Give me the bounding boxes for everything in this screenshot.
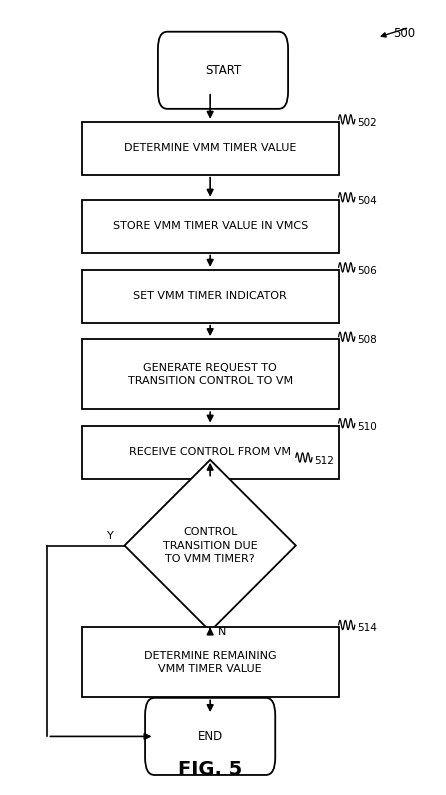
Bar (82, 339, 339, 409)
Text: START: START (205, 64, 241, 77)
Bar (82, 122, 339, 175)
Text: 510: 510 (357, 421, 377, 432)
Text: STORE VMM TIMER VALUE IN VMCS: STORE VMM TIMER VALUE IN VMCS (112, 221, 308, 231)
Text: SET VMM TIMER INDICATOR: SET VMM TIMER INDICATOR (133, 291, 287, 301)
FancyBboxPatch shape (158, 32, 288, 109)
Text: 504: 504 (357, 196, 377, 206)
Text: DETERMINE VMM TIMER VALUE: DETERMINE VMM TIMER VALUE (124, 143, 296, 153)
Bar (82, 200, 339, 253)
Text: N: N (218, 627, 226, 638)
Text: 506: 506 (357, 266, 377, 276)
Text: END: END (198, 730, 223, 743)
Text: 514: 514 (357, 623, 377, 634)
Bar (82, 425, 339, 479)
Text: GENERATE REQUEST TO
TRANSITION CONTROL TO VM: GENERATE REQUEST TO TRANSITION CONTROL T… (128, 363, 293, 386)
Text: CONTROL
TRANSITION DUE
TO VMM TIMER?: CONTROL TRANSITION DUE TO VMM TIMER? (163, 527, 257, 564)
Text: 508: 508 (357, 335, 377, 345)
Text: FIG. 5: FIG. 5 (178, 760, 242, 779)
Text: DETERMINE REMAINING
VMM TIMER VALUE: DETERMINE REMAINING VMM TIMER VALUE (144, 651, 277, 674)
Bar (82, 627, 339, 697)
Bar (82, 270, 339, 323)
Text: 502: 502 (357, 118, 377, 128)
Text: Y: Y (107, 531, 114, 541)
Polygon shape (124, 460, 296, 631)
Text: 512: 512 (314, 456, 334, 466)
FancyBboxPatch shape (145, 698, 275, 775)
Text: RECEIVE CONTROL FROM VM: RECEIVE CONTROL FROM VM (129, 447, 291, 457)
Text: 500: 500 (393, 28, 416, 41)
